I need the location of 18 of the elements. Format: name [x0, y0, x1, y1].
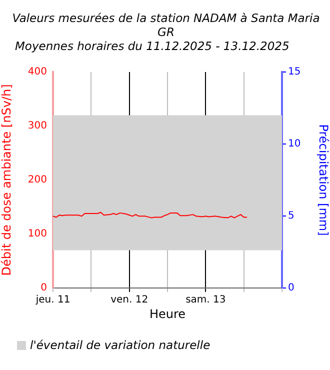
- y2-tick-label: 0: [288, 282, 294, 294]
- y-tick-label: 100: [28, 228, 47, 240]
- chart-title: Valeurs mesurées de la station NADAM à Santa Maria GR: [11, 11, 321, 39]
- y2-axis-title: Précipitation [mm]: [316, 124, 330, 236]
- x-tick-label: sam. 13: [186, 294, 226, 306]
- y-tick-label: 300: [28, 120, 47, 132]
- x-tick-label: ven. 12: [110, 294, 148, 306]
- y-axis-title: Débit de dose ambiante [nSv/h]: [0, 84, 14, 276]
- x-axis-title: Heure: [149, 306, 186, 321]
- y-tick-label: 0: [40, 282, 47, 294]
- y2-tick-label: 5: [288, 210, 294, 222]
- y-tick-label: 200: [28, 174, 47, 186]
- legend-label: l'éventail de variation naturelle: [30, 338, 210, 352]
- y2-tick-label: 10: [288, 138, 301, 150]
- chart-subtitle: Moyennes horaires du 11.12.2025 - 13.12.2025: [14, 39, 290, 53]
- x-tick-label: jeu. 11: [34, 294, 70, 306]
- y-tick-label: 400: [28, 66, 47, 78]
- y2-tick-label: 15: [288, 66, 301, 78]
